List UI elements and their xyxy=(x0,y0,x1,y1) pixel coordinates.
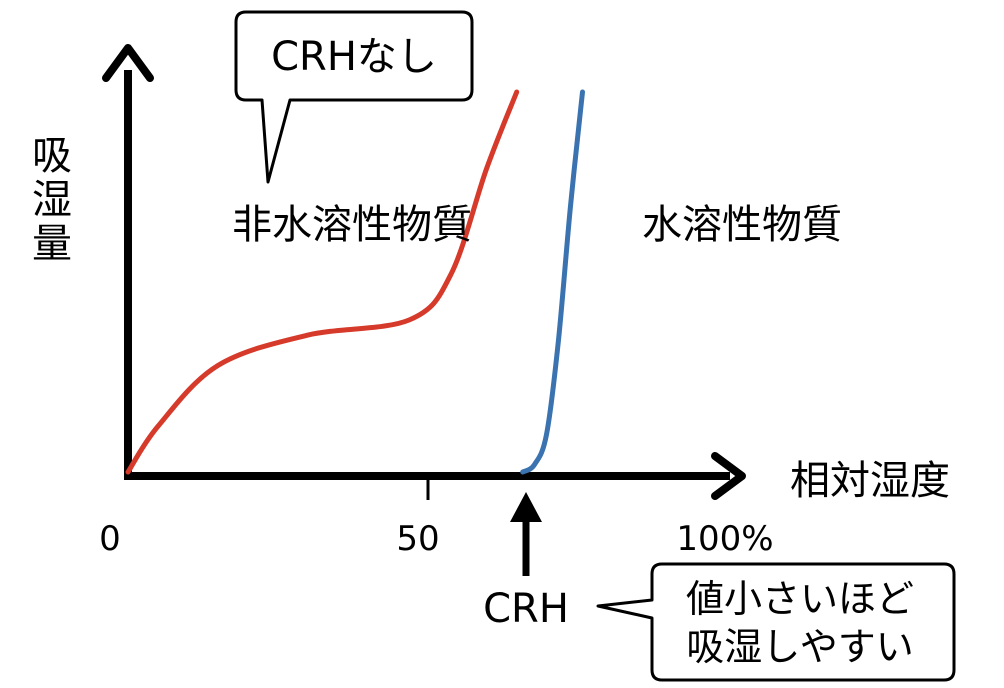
series-label-insoluble: 非水溶性物質 xyxy=(232,202,472,248)
x-tick-label-0: 0 xyxy=(99,519,121,559)
curve-insoluble-substance xyxy=(125,89,520,475)
x-tick-label-50: 50 xyxy=(396,519,439,559)
crh-note-callout: 値小さいほど 吸湿しやすい xyxy=(596,562,956,682)
curve-soluble-substance xyxy=(520,89,585,475)
series-label-soluble: 水溶性物質 xyxy=(642,202,842,248)
x-axis-arrowhead xyxy=(711,452,746,500)
crh-arrowhead xyxy=(510,492,542,522)
y-axis-arrowhead xyxy=(102,44,154,82)
no-crh-callout-text: CRHなし xyxy=(271,34,437,80)
x-axis-label: 相対湿度 xyxy=(790,458,950,504)
crh-label: CRH xyxy=(483,586,569,632)
x-tick-label-100: 100% xyxy=(676,519,773,559)
no-crh-callout: CRHなし xyxy=(234,10,474,184)
crh-note-line-2: 吸湿しやすい xyxy=(686,625,914,669)
y-axis-label: 吸湿量 xyxy=(25,134,71,266)
crh-note-line-1: 値小さいほど xyxy=(686,577,914,621)
